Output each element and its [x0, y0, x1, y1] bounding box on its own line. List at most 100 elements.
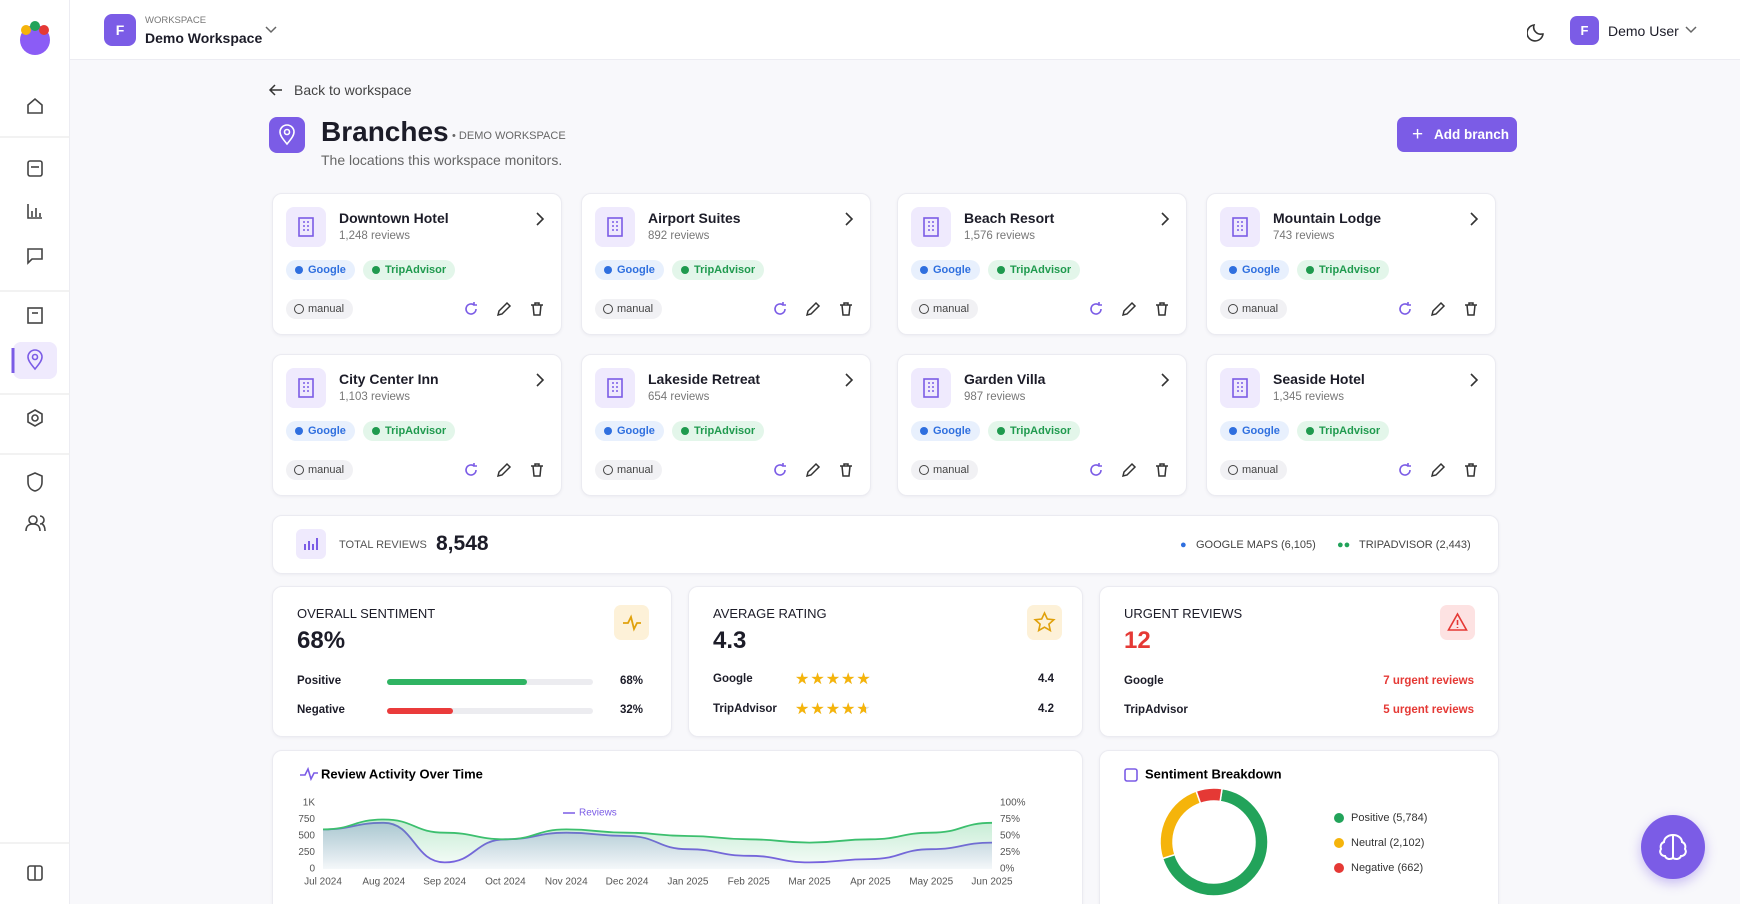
sync-button[interactable]: [462, 461, 480, 479]
branch-name: Airport Suites: [648, 210, 741, 226]
y-tick-label: 0: [309, 864, 315, 875]
branch-reviews: 1,248 reviews: [339, 230, 410, 242]
row-label: Google: [1124, 675, 1164, 687]
branch-card[interactable]: Airport Suites 892 reviews Google TripAdvis…: [581, 193, 871, 335]
assistant-button[interactable]: [1641, 815, 1705, 879]
branch-card[interactable]: Garden Villa 987 reviews Google TripAdvisor…: [897, 354, 1187, 496]
y2-tick-label: 25%: [1000, 847, 1020, 858]
x-tick-label: May 2025: [909, 877, 953, 888]
open-branch[interactable]: [531, 210, 549, 228]
user-name[interactable]: Demo User: [1608, 23, 1679, 39]
mode-badge: manual: [286, 460, 354, 480]
stars-fill: ★★★★★: [795, 701, 867, 717]
edit-button[interactable]: [1429, 461, 1447, 479]
branch-name: City Center Inn: [339, 371, 439, 387]
user-avatar[interactable]: F: [1570, 16, 1599, 45]
bar-track: [387, 708, 593, 714]
y-tick-label: 750: [298, 814, 315, 825]
workspace-tag: • DEMO WORKSPACE: [452, 130, 566, 142]
edit-button[interactable]: [495, 461, 513, 479]
edit-button[interactable]: [495, 300, 513, 318]
branch-reviews: 654 reviews: [648, 391, 710, 403]
branch-reviews: 1,576 reviews: [964, 230, 1035, 242]
source-badge: Google: [595, 421, 664, 441]
row-label: Negative: [297, 704, 345, 716]
sync-button[interactable]: [771, 300, 789, 318]
x-tick-label: Mar 2025: [788, 877, 831, 888]
open-branch[interactable]: [1465, 210, 1483, 228]
sync-button[interactable]: [1396, 461, 1414, 479]
open-branch[interactable]: [531, 371, 549, 389]
edit-button[interactable]: [1120, 461, 1138, 479]
source-badge: TripAdvisor: [363, 260, 456, 280]
open-branch[interactable]: [1156, 210, 1174, 228]
open-branch[interactable]: [840, 371, 858, 389]
source-label: GOOGLE MAPS (6,105): [1196, 539, 1316, 551]
edit-button[interactable]: [1429, 300, 1447, 318]
chevron: [265, 26, 277, 34]
delete-button[interactable]: [528, 300, 546, 318]
summary-label: TOTAL REVIEWS: [339, 539, 427, 551]
back-link[interactable]: Back to workspace: [294, 82, 412, 98]
edit-button[interactable]: [804, 461, 822, 479]
card-title: AVERAGE RATING: [713, 606, 827, 621]
delete-button[interactable]: [837, 300, 855, 318]
branch-card[interactable]: Lakeside Retreat 654 reviews Google TripAdv…: [581, 354, 871, 496]
add-branch-button[interactable]: + Add branch: [1397, 117, 1517, 152]
workspace-label: WORKSPACE: [145, 15, 207, 26]
branch-name: Beach Resort: [964, 210, 1055, 226]
branch-icon: [595, 207, 635, 247]
card-value: 4.3: [713, 627, 747, 654]
theme-toggle[interactable]: [1527, 20, 1549, 42]
sync-button[interactable]: [1087, 300, 1105, 318]
delete-button[interactable]: [1153, 461, 1171, 479]
chart-icon: [300, 766, 318, 782]
y-tick-label: 500: [298, 831, 315, 842]
delete-button[interactable]: [1462, 461, 1480, 479]
branch-card[interactable]: Downtown Hotel 1,248 reviews Google TripAdv…: [272, 193, 562, 335]
x-tick-label: Dec 2024: [606, 877, 649, 888]
source-badge: TripAdvisor: [1297, 421, 1390, 441]
x-tick-label: Jan 2025: [667, 877, 709, 888]
branch-icon: [911, 207, 951, 247]
open-branch[interactable]: [1465, 371, 1483, 389]
mode-badge: manual: [595, 460, 663, 480]
edit-button[interactable]: [804, 300, 822, 318]
sync-button[interactable]: [1087, 461, 1105, 479]
sync-button[interactable]: [771, 461, 789, 479]
line: [322, 818, 993, 844]
branch-card[interactable]: City Center Inn 1,103 reviews Google TripAd…: [272, 354, 562, 496]
branch-icon: [911, 368, 951, 408]
sync-button[interactable]: [462, 300, 480, 318]
delete-button[interactable]: [1153, 300, 1171, 318]
branch-reviews: 1,103 reviews: [339, 391, 410, 403]
branch-card[interactable]: Mountain Lodge 743 reviews Google TripAdvis…: [1206, 193, 1496, 335]
sync-button[interactable]: [1396, 300, 1414, 318]
source-badge: TripAdvisor: [672, 421, 765, 441]
sentiment-card: OVERALL SENTIMENT 68% Positive 68% Negativ…: [272, 586, 672, 737]
open-branch[interactable]: [840, 210, 858, 228]
row-value: 4.4: [1038, 673, 1054, 685]
delete-button[interactable]: [528, 461, 546, 479]
workspace-name[interactable]: Demo Workspace: [145, 30, 263, 46]
y2-tick-label: 100%: [1000, 798, 1026, 809]
y-tick-label: 1K: [303, 798, 316, 809]
delete-button[interactable]: [1462, 300, 1480, 318]
activity-card: Review Activity Over Time 0 250 500 750 1K 0% 2…: [272, 750, 1083, 904]
stars: ★★★★★ ★★★★★: [795, 701, 872, 718]
branch-icon: [1220, 207, 1260, 247]
row-label: Positive: [297, 675, 342, 687]
row-label: Google: [713, 673, 753, 685]
button-label[interactable]: Add branch: [1434, 127, 1510, 142]
summary-bar: TOTAL REVIEWS 8,548 ● GOOGLE MAPS (6,105)…: [272, 515, 1499, 574]
edit-button[interactable]: [1120, 300, 1138, 318]
workspace-avatar[interactable]: F: [104, 14, 136, 46]
source-badge: Google: [286, 421, 355, 441]
breakdown-card: Sentiment Breakdown Positive (5,784) Neutr…: [1099, 750, 1499, 904]
branch-card[interactable]: Beach Resort 1,576 reviews Google TripAdvis…: [897, 193, 1187, 335]
summary-source: ● GOOGLE MAPS (6,105): [1180, 539, 1316, 551]
delete-button[interactable]: [837, 461, 855, 479]
branch-card[interactable]: Seaside Hotel 1,345 reviews Google TripAdvi…: [1206, 354, 1496, 496]
page-subtitle: The locations this workspace monitors.: [321, 152, 563, 168]
open-branch[interactable]: [1156, 371, 1174, 389]
